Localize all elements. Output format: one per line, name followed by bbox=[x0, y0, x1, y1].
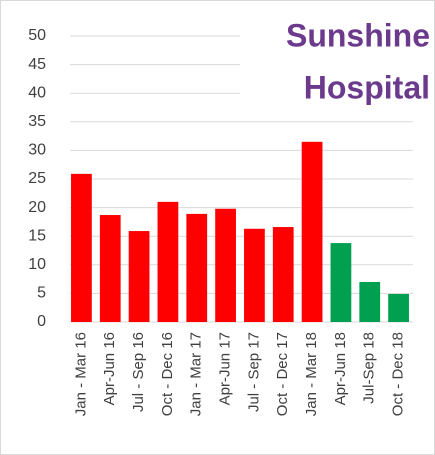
y-tick-label: 30 bbox=[28, 142, 46, 159]
chart-title: Hospital bbox=[304, 69, 430, 105]
x-tick-label: Jul-Sep 18 bbox=[361, 332, 378, 404]
y-tick-label: 5 bbox=[37, 285, 46, 302]
x-tick-label: Jul - Sep 16 bbox=[130, 332, 147, 412]
x-tick-label: Oct - Dec 16 bbox=[159, 332, 176, 416]
x-tick-label: Jul - Sep 17 bbox=[245, 332, 262, 412]
bar bbox=[71, 173, 92, 322]
x-tick-label: Jan - Mar 17 bbox=[188, 332, 205, 416]
y-tick-label: 40 bbox=[28, 84, 46, 101]
x-tick-label: Apr-Jun 17 bbox=[217, 332, 234, 405]
bar bbox=[359, 281, 381, 322]
bar bbox=[99, 215, 121, 322]
y-tick-label: 45 bbox=[28, 56, 46, 73]
x-tick-label: Jan - Mar 16 bbox=[72, 332, 89, 416]
x-tick-label: Jan - Mar 18 bbox=[303, 332, 320, 416]
y-tick-label: 0 bbox=[37, 313, 46, 330]
y-tick-label: 25 bbox=[28, 170, 46, 187]
y-tick-label: 35 bbox=[28, 113, 46, 130]
x-tick-label: Apr-Jun 18 bbox=[332, 332, 349, 405]
bar bbox=[301, 141, 323, 322]
bar bbox=[186, 213, 208, 322]
y-tick-label: 10 bbox=[28, 256, 46, 273]
x-tick-label: Apr-Jun 16 bbox=[101, 332, 118, 405]
bar bbox=[157, 201, 179, 322]
x-tick-label: Oct - Dec 17 bbox=[274, 332, 291, 416]
chart-title: Sunshine bbox=[286, 17, 430, 53]
bar bbox=[244, 228, 265, 322]
y-tick-label: 50 bbox=[28, 27, 46, 44]
bar bbox=[128, 231, 150, 322]
bar bbox=[272, 227, 294, 322]
bar bbox=[388, 293, 409, 322]
y-tick-label: 20 bbox=[28, 199, 46, 216]
y-tick-label: 15 bbox=[28, 227, 46, 244]
bar bbox=[215, 208, 236, 322]
title-background bbox=[240, 10, 432, 115]
x-tick-label: Oct - Dec 18 bbox=[390, 332, 407, 416]
bar bbox=[330, 243, 352, 322]
